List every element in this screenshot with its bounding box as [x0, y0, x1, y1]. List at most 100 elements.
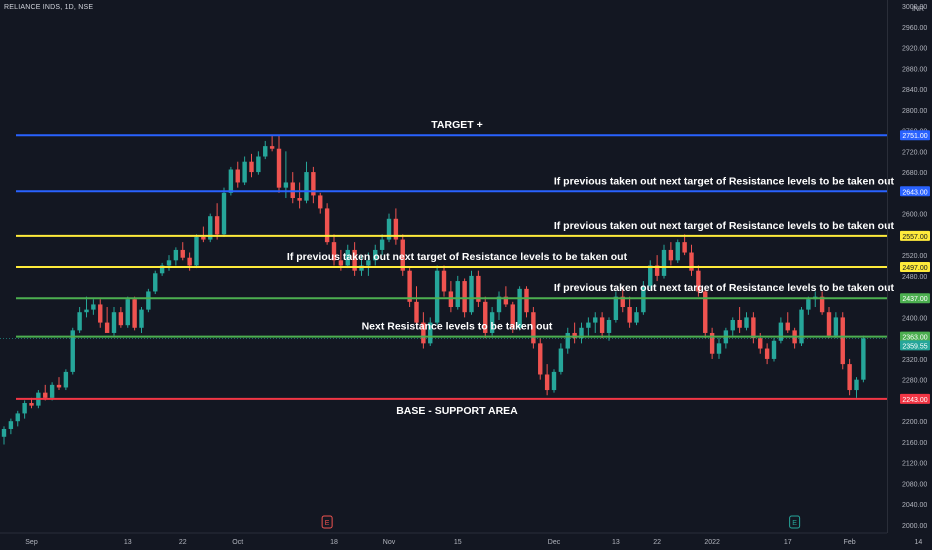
candle-body — [15, 413, 20, 422]
y-tick-label: 2680.00 — [902, 170, 927, 177]
y-tick-label: 2320.00 — [902, 357, 927, 364]
candle-body — [104, 322, 110, 333]
candle-body — [510, 304, 515, 328]
candle-body — [819, 296, 825, 313]
y-tick-label: 2960.00 — [902, 25, 927, 32]
candle-body — [689, 252, 694, 271]
candle-body — [599, 317, 605, 333]
level-price-label: 2751.00 — [902, 133, 927, 140]
candle-body — [503, 296, 509, 305]
candle-body — [228, 169, 234, 193]
candle-body — [771, 340, 777, 359]
candle-body — [146, 291, 151, 310]
y-tick-label: 2480.00 — [902, 274, 927, 281]
candle-body — [778, 322, 784, 341]
candle-body — [180, 249, 185, 258]
candle-body — [208, 216, 213, 240]
level-price-tag — [900, 130, 930, 141]
candle-body — [428, 322, 433, 344]
level-annotation: If previous taken out next target of Res… — [554, 175, 895, 187]
candle-body — [22, 403, 27, 414]
candle-body — [785, 322, 790, 331]
candle-body — [682, 242, 687, 253]
level-price-label: 2437.00 — [902, 296, 927, 303]
candle-body — [235, 169, 240, 183]
candle-body — [847, 364, 852, 391]
candle-body — [551, 371, 557, 391]
x-tick-label: 13 — [612, 539, 620, 546]
candle-body — [654, 265, 660, 276]
x-tick-label: 18 — [330, 539, 338, 546]
x-tick-label: 22 — [179, 539, 187, 546]
x-tick-label: 15 — [454, 539, 462, 546]
y-tick-label: 2160.00 — [902, 440, 927, 447]
candle-body — [496, 296, 502, 313]
candle-body — [641, 286, 646, 313]
earnings-icon[interactable] — [789, 515, 801, 529]
candle-body — [118, 312, 124, 326]
earnings-icon-label: E — [325, 520, 330, 527]
candle-body — [799, 309, 804, 344]
x-tick-label: 14 — [914, 539, 922, 546]
candle-body — [366, 260, 371, 266]
level-price-tag — [900, 230, 930, 241]
candle-body — [634, 312, 639, 323]
candle-body — [43, 392, 48, 398]
price-axis-separator — [887, 0, 888, 533]
level-annotation: BASE - SUPPORT AREA — [396, 405, 518, 417]
level-price-label: 2243.00 — [902, 397, 927, 404]
x-tick-label: Nov — [383, 539, 396, 546]
candle-body — [661, 249, 667, 276]
candle-body — [840, 317, 845, 365]
y-tick-label: 2040.00 — [902, 502, 927, 509]
candle-body — [173, 249, 179, 261]
level-price-tag — [900, 393, 930, 404]
candle-body — [716, 343, 722, 354]
candle-body — [77, 312, 82, 331]
earnings-icon-label: E — [792, 520, 797, 527]
candle-body — [311, 172, 316, 196]
y-tick-label: 2920.00 — [902, 46, 927, 53]
candle-body — [297, 198, 302, 201]
level-price-tag — [900, 262, 930, 273]
y-tick-label: 3000.00 — [902, 4, 927, 11]
x-tick-label: Oct — [232, 539, 243, 546]
candle-body — [675, 242, 680, 261]
candle-body — [476, 275, 481, 302]
candle-body — [751, 317, 756, 339]
candle-body — [462, 281, 467, 313]
candle-body — [98, 304, 103, 323]
level-annotation: If previous taken out next target of Res… — [554, 282, 895, 294]
earnings-icon[interactable] — [321, 515, 333, 529]
current-price-label: 2359.55 — [902, 343, 927, 350]
candle-body — [263, 146, 268, 157]
candle-body — [56, 384, 62, 388]
candle-body — [318, 195, 323, 209]
level-annotation: If previous taken out next target of Res… — [554, 220, 895, 232]
candle-body — [373, 249, 378, 261]
current-price-tag — [900, 340, 930, 351]
candle-body — [400, 239, 405, 271]
candle-body — [703, 291, 708, 333]
candle-body — [826, 312, 832, 336]
x-tick-label: 2022 — [704, 539, 720, 546]
candle-body — [338, 260, 344, 266]
candle-body — [63, 371, 69, 388]
candle-body — [194, 236, 199, 266]
candle-body — [276, 148, 282, 188]
candle-body — [269, 146, 275, 149]
candle-body — [407, 270, 412, 302]
y-tick-label: 2800.00 — [902, 108, 927, 115]
level-annotation: TARGET + — [431, 119, 482, 131]
candle-body — [414, 301, 419, 323]
candle-body — [565, 332, 570, 349]
candle-body — [125, 299, 130, 326]
candle-body — [606, 319, 612, 333]
candle-body — [854, 379, 859, 391]
candle-body — [187, 257, 192, 266]
candle-body — [744, 317, 749, 328]
candle-body — [668, 249, 674, 261]
y-tick-label: 2280.00 — [902, 378, 927, 385]
candle-body — [586, 322, 591, 328]
